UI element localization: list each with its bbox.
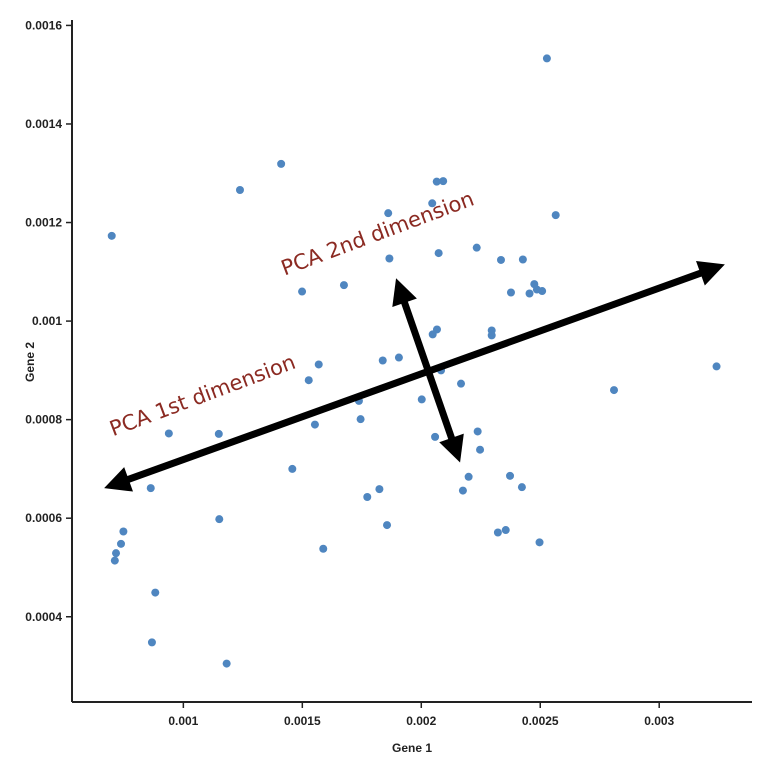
data-point	[518, 255, 527, 264]
x-tick-label: 0.003	[644, 714, 674, 728]
data-point	[434, 249, 443, 258]
data-point	[458, 486, 467, 495]
data-point	[146, 484, 155, 493]
arrowhead-icon	[439, 433, 464, 463]
data-point	[314, 360, 323, 369]
arrowhead-icon	[392, 278, 417, 308]
data-point	[356, 415, 365, 424]
data-point	[375, 485, 384, 494]
data-point	[506, 288, 515, 297]
data-point	[542, 54, 551, 63]
arrow-layer	[104, 261, 725, 492]
data-point	[457, 379, 466, 388]
data-point	[339, 281, 348, 290]
data-point	[310, 420, 319, 429]
y-tick-label: 0.0016	[25, 18, 62, 32]
y-tick-label: 0.0004	[25, 610, 62, 624]
points-layer	[107, 54, 721, 668]
data-point	[112, 549, 121, 558]
data-point	[525, 289, 534, 298]
y-tick-label: 0.0006	[25, 511, 62, 525]
data-point	[383, 521, 392, 530]
arrowhead-icon	[104, 467, 133, 492]
data-point	[164, 429, 173, 438]
data-point	[385, 254, 394, 263]
data-point	[304, 376, 313, 385]
data-point	[501, 526, 510, 535]
data-point	[439, 177, 448, 186]
arrowhead-icon	[696, 261, 725, 286]
x-tick-label: 0.002	[406, 714, 436, 728]
data-point	[363, 493, 372, 502]
data-point	[222, 659, 231, 668]
data-point	[277, 159, 286, 168]
pca-arrow-2	[399, 295, 457, 445]
y-tick-label: 0.0008	[25, 413, 62, 427]
data-point	[496, 255, 505, 264]
data-point	[288, 464, 297, 473]
data-point	[431, 432, 440, 441]
data-point	[319, 544, 328, 553]
data-point	[417, 395, 426, 404]
data-point	[298, 287, 307, 296]
y-tick-label: 0.0012	[25, 216, 62, 230]
data-point	[235, 186, 244, 195]
pca-arrow-1	[121, 267, 708, 485]
data-point	[432, 325, 441, 334]
data-point	[215, 515, 224, 524]
data-point	[506, 471, 515, 480]
data-point	[432, 177, 441, 186]
x-tick-label: 0.0025	[522, 714, 559, 728]
data-point	[384, 209, 393, 218]
data-point	[428, 199, 437, 208]
data-point	[538, 287, 547, 296]
data-point	[214, 429, 223, 438]
data-point	[394, 353, 403, 362]
annotation-label-2: PCA 2nd dimension	[278, 187, 477, 281]
data-point	[107, 231, 116, 240]
data-point	[610, 386, 619, 395]
data-point	[493, 528, 502, 537]
data-point	[117, 539, 126, 548]
y-axis-title: Gene 2	[23, 342, 37, 382]
data-point	[476, 445, 485, 454]
data-point	[378, 356, 387, 365]
x-tick-label: 0.001	[168, 714, 198, 728]
data-point	[472, 243, 481, 252]
data-point	[151, 588, 160, 597]
data-point	[487, 331, 496, 340]
data-point	[517, 483, 526, 492]
data-point	[119, 527, 128, 536]
x-axis-title: Gene 1	[392, 741, 432, 755]
data-point	[110, 556, 119, 565]
data-point	[712, 362, 721, 371]
y-tick-label: 0.001	[32, 314, 62, 328]
x-tick-label: 0.0015	[284, 714, 321, 728]
data-point	[464, 472, 473, 481]
data-point	[473, 427, 482, 436]
axes: 0.001 0.0015 0.002 0.0025 0.003 0.0004 0.0006 0…	[25, 18, 752, 728]
data-point	[535, 538, 544, 547]
data-point	[147, 638, 156, 647]
data-point	[551, 211, 560, 220]
y-tick-label: 0.0014	[25, 117, 62, 131]
